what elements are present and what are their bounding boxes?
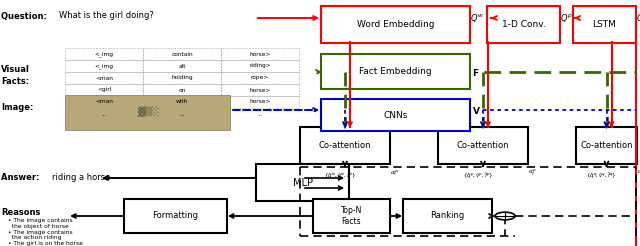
FancyBboxPatch shape	[573, 6, 636, 43]
Text: Visual: Visual	[1, 65, 30, 75]
FancyBboxPatch shape	[321, 6, 470, 43]
Bar	[221, 84, 299, 96]
Bar	[143, 48, 221, 60]
Text: Reasons: Reasons	[1, 208, 41, 217]
Text: $Q^p$: $Q^p$	[560, 12, 573, 24]
Text: ...: ...	[257, 111, 263, 117]
FancyBboxPatch shape	[300, 127, 390, 164]
Text: <_img: <_img	[95, 63, 113, 69]
Bar	[143, 60, 221, 72]
Bar	[65, 48, 143, 60]
Bar	[65, 60, 143, 72]
FancyBboxPatch shape	[321, 54, 470, 89]
Text: <man: <man	[95, 76, 113, 80]
Text: $\alpha_f^w$: $\alpha_f^w$	[390, 168, 399, 178]
Bar	[65, 95, 230, 130]
Bar	[143, 72, 221, 84]
Text: MLP: MLP	[292, 178, 312, 187]
Text: Ranking: Ranking	[430, 212, 465, 220]
Bar	[143, 84, 221, 96]
Text: holding: holding	[171, 76, 193, 80]
Text: $\{\hat{q}^q,\hat{v}^q,\hat{f}^q\}$: $\{\hat{q}^q,\hat{v}^q,\hat{f}^q\}$	[586, 170, 617, 181]
Text: riding a horse: riding a horse	[52, 173, 111, 183]
Text: contain: contain	[171, 51, 193, 57]
Text: horse>: horse>	[250, 88, 271, 92]
Text: 1-D Conv.: 1-D Conv.	[502, 20, 545, 29]
Text: on: on	[179, 88, 186, 92]
Bar	[65, 72, 143, 84]
Text: Image:: Image:	[1, 104, 34, 112]
Text: Co-attention: Co-attention	[457, 141, 509, 150]
Text: ...: ...	[101, 111, 107, 117]
FancyBboxPatch shape	[403, 199, 492, 233]
Text: Word Embedding: Word Embedding	[356, 20, 435, 29]
Text: Formatting: Formatting	[152, 212, 198, 220]
FancyBboxPatch shape	[124, 199, 227, 233]
Text: $\{\hat{q}^w,\hat{v}^w,\hat{f}^w\}$: $\{\hat{q}^w,\hat{v}^w,\hat{f}^w\}$	[324, 170, 356, 181]
Text: with: with	[176, 99, 188, 105]
Text: CNNs: CNNs	[383, 110, 408, 120]
Text: ...: ...	[179, 111, 185, 117]
Bar	[221, 72, 299, 84]
Bar	[65, 84, 143, 96]
Text: riding>: riding>	[249, 63, 271, 68]
Text: $Q^q$: $Q^q$	[636, 12, 640, 24]
Text: $\alpha_f^p$: $\alpha_f^p$	[528, 168, 536, 178]
Text: $Q^w$: $Q^w$	[470, 12, 484, 24]
Text: horse>: horse>	[250, 51, 271, 57]
Text: • The image contains
  the object of horse
• The image contains
  the action rid: • The image contains the object of horse…	[8, 218, 83, 246]
Text: Co-attention: Co-attention	[319, 141, 371, 150]
FancyBboxPatch shape	[321, 99, 470, 131]
Bar	[143, 96, 221, 108]
Text: What is the girl doing?: What is the girl doing?	[59, 12, 154, 20]
FancyBboxPatch shape	[487, 6, 560, 43]
Text: Top-N
Facts: Top-N Facts	[341, 206, 362, 226]
Text: $\mathbf{F}$: $\mathbf{F}$	[472, 66, 479, 77]
Text: $\{\hat{q}^p,\hat{v}^p,\hat{f}^p\}$: $\{\hat{q}^p,\hat{v}^p,\hat{f}^p\}$	[463, 170, 493, 181]
FancyBboxPatch shape	[256, 164, 349, 201]
Text: $\alpha_f^q$: $\alpha_f^q$	[637, 168, 640, 178]
Text: ▓▒░: ▓▒░	[137, 107, 159, 117]
Text: horse>: horse>	[250, 99, 271, 105]
Text: Facts:: Facts:	[1, 77, 29, 87]
Bar	[221, 48, 299, 60]
Text: alt: alt	[179, 63, 186, 68]
Text: <man: <man	[95, 99, 113, 105]
Text: rope>: rope>	[251, 76, 269, 80]
Bar	[65, 96, 143, 108]
Text: Answer:: Answer:	[1, 173, 43, 183]
Text: <girl: <girl	[97, 88, 111, 92]
FancyBboxPatch shape	[438, 127, 528, 164]
FancyBboxPatch shape	[576, 127, 637, 164]
Text: LSTM: LSTM	[593, 20, 616, 29]
Text: Fact Embedding: Fact Embedding	[359, 67, 432, 76]
Text: Co-attention: Co-attention	[580, 141, 633, 150]
FancyBboxPatch shape	[313, 199, 390, 233]
Bar	[221, 60, 299, 72]
Text: <_img: <_img	[95, 51, 113, 57]
Text: Question:: Question:	[1, 12, 50, 20]
Bar	[221, 96, 299, 108]
Text: $\mathbf{V}$: $\mathbf{V}$	[472, 105, 481, 116]
